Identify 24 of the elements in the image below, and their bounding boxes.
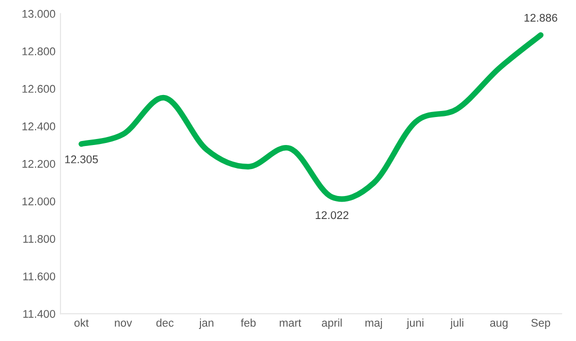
y-tick-label: 11.400 (23, 310, 56, 318)
x-tick-label: Sep (531, 318, 550, 329)
x-tick-label: juni (406, 318, 424, 329)
x-tick-label: nov (114, 320, 132, 327)
y-tick-label: 12.200 (22, 160, 56, 168)
x-tick-label: dec (156, 318, 174, 327)
y-tick-label: 12.000 (22, 197, 56, 206)
x-tick-label: aug (490, 320, 508, 329)
data-label: 12.305 (65, 155, 98, 164)
x-tick-label: juli (450, 318, 464, 329)
y-tick-label: 11.800 (23, 234, 56, 243)
x-tick-label: april (322, 318, 342, 329)
x-tick-label: jan (198, 318, 214, 329)
x-tick-label: feb (240, 318, 256, 327)
x-tick-label: okt (74, 318, 89, 327)
y-tick-label: 12.800 (22, 47, 56, 56)
x-tick-label: mart (280, 319, 302, 327)
y-tick-label: 12.400 (22, 122, 56, 130)
data-label: 12.022 (316, 211, 348, 220)
data-label: 12.886 (524, 14, 558, 22)
y-tick-label: 12.600 (22, 84, 56, 93)
y-tick-label: 13.000 (22, 10, 56, 18)
y-tick-label: 11.600 (23, 272, 56, 280)
x-tick-label: maj (365, 318, 382, 329)
